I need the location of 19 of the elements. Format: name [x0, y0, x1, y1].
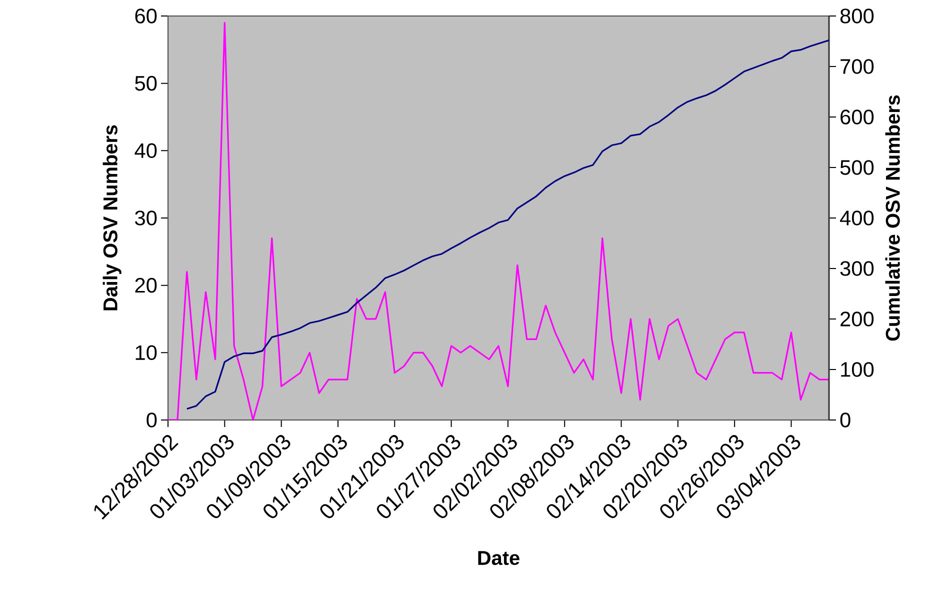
y2-tick-label: 800	[840, 8, 874, 24]
y2-tick-label: 0	[840, 412, 850, 428]
x-axis-title: Date	[478, 551, 520, 566]
y2-axis-title: Cumulative OSV Numbers	[885, 95, 900, 341]
y-tick-label: 0	[146, 412, 157, 428]
y2-tick-label: 700	[840, 59, 874, 74]
y2-tick-label: 500	[840, 160, 874, 175]
y2-tick-label: 100	[841, 362, 874, 377]
y-tick-label: 60	[135, 8, 157, 24]
y2-tick-label: 300	[840, 261, 874, 276]
y2-tick-label: 400	[840, 210, 874, 226]
y-axis-title: Daily OSV Numbers	[102, 125, 122, 310]
y-tick-label: 10	[136, 345, 157, 360]
y2-tick-label: 200	[840, 312, 874, 326]
y-tick-label: 50	[135, 76, 157, 91]
y2-tick-label: 600	[840, 110, 874, 124]
y-tick-label: 40	[134, 143, 157, 158]
y-tick-label: 20	[135, 278, 157, 293]
y-tick-label: 30	[135, 210, 157, 226]
